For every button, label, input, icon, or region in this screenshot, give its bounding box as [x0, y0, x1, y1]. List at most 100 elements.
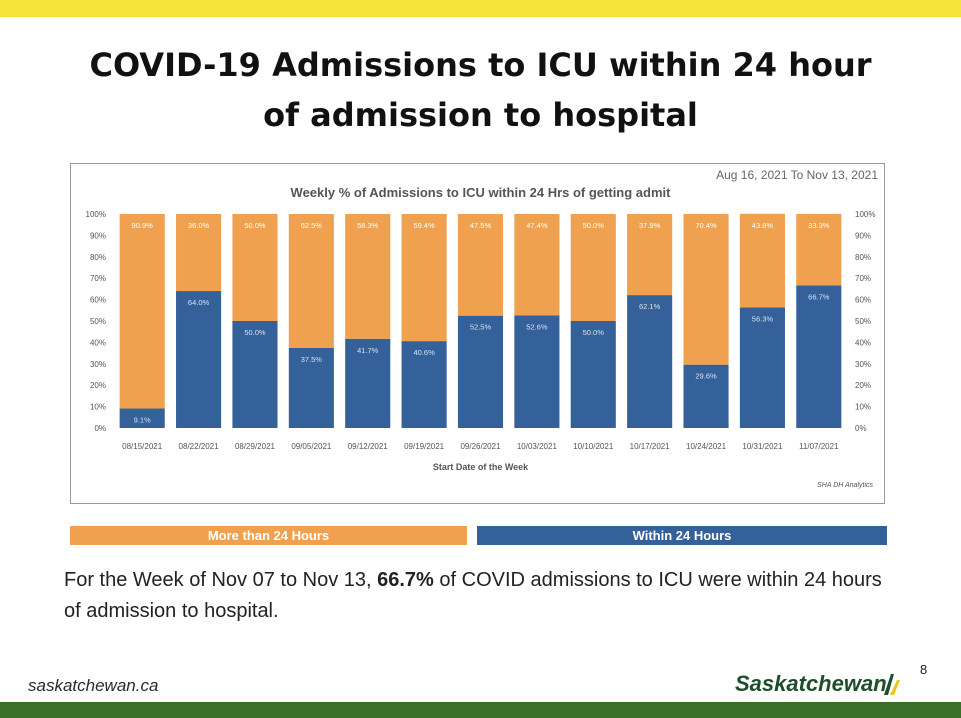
y-tick-label-left: 90% — [90, 231, 106, 240]
data-label-more-than-24-hours: 36.0% — [188, 221, 210, 230]
slide-title-line1: COVID-19 Admissions to ICU within 24 hou… — [89, 46, 872, 84]
data-label-more-than-24-hours: 43.8% — [752, 221, 774, 230]
data-label-more-than-24-hours: 62.5% — [301, 221, 323, 230]
x-tick-label: 10/03/2021 — [517, 442, 558, 451]
bar-within-24-hours — [345, 338, 391, 428]
bar-within-24-hours — [457, 315, 504, 428]
bar-within-24-hours — [683, 364, 729, 428]
page-number: 8 — [920, 662, 928, 677]
saskatchewan-logo-text: Saskatchewan — [735, 671, 887, 696]
bar-more-than-24-hours — [683, 214, 729, 365]
x-tick-label: 10/17/2021 — [630, 442, 671, 451]
y-tick-label-right: 60% — [855, 296, 871, 305]
y-tick-label-left: 50% — [90, 317, 106, 326]
legend-within-24-hours: Within 24 Hours — [477, 526, 887, 545]
data-label-more-than-24-hours: 59.4% — [413, 221, 435, 230]
chart-title: Weekly % of Admissions to ICU within 24 … — [291, 185, 672, 200]
slide-title: COVID-19 Admissions to ICU within 24 hou… — [0, 40, 961, 140]
data-label-within-24-hours: 50.0% — [244, 328, 266, 337]
x-tick-label: 09/19/2021 — [404, 442, 445, 451]
chart-source-note: SHA DH Analytics — [817, 482, 873, 489]
data-label-within-24-hours: 40.6% — [413, 348, 435, 357]
footer-url: saskatchewan.ca — [28, 676, 159, 695]
x-tick-label: 08/29/2021 — [235, 442, 276, 451]
bar-within-24-hours — [288, 347, 334, 428]
y-tick-label-left: 80% — [90, 253, 106, 262]
data-label-more-than-24-hours: 50.0% — [244, 221, 266, 230]
y-tick-label-right: 50% — [855, 317, 871, 326]
slide-title-line2: of admission to hospital — [263, 96, 698, 134]
bar-more-than-24-hours — [232, 214, 278, 321]
bar-more-than-24-hours — [570, 214, 616, 321]
y-tick-label-right: 30% — [855, 360, 871, 369]
top-accent-bar — [0, 0, 961, 17]
bar-within-24-hours — [627, 295, 673, 428]
data-label-more-than-24-hours: 37.9% — [639, 221, 661, 230]
y-tick-label-left: 20% — [90, 381, 106, 390]
x-tick-label: 10/24/2021 — [686, 442, 727, 451]
data-label-within-24-hours: 62.1% — [639, 302, 661, 311]
bar-more-than-24-hours — [401, 214, 447, 342]
data-label-within-24-hours: 41.7% — [357, 346, 379, 355]
bar-within-24-hours — [119, 408, 165, 428]
data-label-within-24-hours: 37.5% — [301, 355, 323, 364]
y-tick-label-right: 10% — [855, 403, 871, 412]
legend-more-than-24-hours: More than 24 Hours — [70, 526, 467, 545]
x-tick-label: 10/31/2021 — [742, 442, 783, 451]
x-axis-label: Start Date of the Week — [433, 462, 529, 472]
y-tick-label-left: 60% — [90, 296, 106, 305]
y-tick-label-right: 90% — [855, 231, 871, 240]
bar-within-24-hours — [176, 291, 222, 428]
bar-more-than-24-hours — [288, 214, 334, 348]
summary-highlight: 66.7% — [377, 569, 434, 591]
data-label-more-than-24-hours: 58.3% — [357, 221, 379, 230]
data-label-within-24-hours: 64.0% — [188, 298, 210, 307]
data-label-within-24-hours: 50.0% — [583, 328, 605, 337]
y-tick-label-right: 70% — [855, 274, 871, 283]
y-tick-label-right: 20% — [855, 381, 871, 390]
bar-more-than-24-hours — [796, 214, 842, 286]
y-tick-label-left: 30% — [90, 360, 106, 369]
bar-within-24-hours — [796, 285, 842, 428]
data-label-more-than-24-hours: 90.9% — [132, 221, 154, 230]
y-tick-label-left: 10% — [90, 403, 106, 412]
y-tick-label-left: 70% — [90, 274, 106, 283]
y-tick-label-right: 100% — [855, 210, 875, 219]
y-tick-label-right: 0% — [855, 424, 867, 433]
summary-text: For the Week of Nov 07 to Nov 13, 66.7% … — [64, 565, 884, 627]
y-tick-label-right: 80% — [855, 253, 871, 262]
data-label-more-than-24-hours: 70.4% — [695, 221, 717, 230]
bar-within-24-hours — [739, 307, 785, 428]
data-label-within-24-hours: 29.6% — [695, 372, 717, 381]
x-tick-label: 08/22/2021 — [179, 442, 220, 451]
chart-date-range: Aug 16, 2021 To Nov 13, 2021 — [716, 168, 878, 182]
data-label-within-24-hours: 56.3% — [752, 315, 774, 324]
bar-more-than-24-hours — [119, 214, 165, 409]
x-tick-label: 09/05/2021 — [291, 442, 332, 451]
x-tick-label: 09/26/2021 — [460, 442, 501, 451]
bar-more-than-24-hours — [176, 214, 222, 292]
bar-more-than-24-hours — [739, 213, 785, 308]
data-label-more-than-24-hours: 50.0% — [583, 221, 605, 230]
bar-more-than-24-hours — [345, 214, 391, 339]
data-label-within-24-hours: 52.6% — [526, 322, 548, 331]
bar-more-than-24-hours — [457, 214, 504, 316]
y-tick-label-left: 100% — [86, 210, 106, 219]
summary-text-end: of COVID admissions to ICU were within 2… — [64, 569, 882, 622]
bar-more-than-24-hours — [627, 214, 673, 296]
bar-within-24-hours — [514, 315, 560, 428]
bar-within-24-hours — [232, 321, 278, 428]
wheat-logo-icon — [884, 674, 900, 695]
bar-more-than-24-hours — [514, 214, 560, 316]
bottom-accent-bar — [0, 702, 961, 718]
x-tick-label: 09/12/2021 — [348, 442, 389, 451]
bar-within-24-hours — [401, 341, 447, 428]
y-tick-label-left: 40% — [90, 338, 106, 347]
x-tick-label: 11/07/2021 — [799, 442, 839, 451]
data-label-more-than-24-hours: 47.4% — [526, 221, 548, 230]
y-tick-label-left: 0% — [94, 424, 106, 433]
y-tick-label-right: 40% — [855, 338, 871, 347]
stacked-bar-chart: Weekly % of Admissions to ICU within 24 … — [86, 168, 879, 489]
x-tick-label: 08/15/2021 — [122, 442, 163, 451]
data-label-more-than-24-hours: 33.3% — [808, 221, 830, 230]
